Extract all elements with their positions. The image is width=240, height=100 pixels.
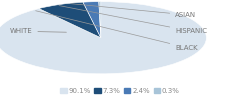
Wedge shape xyxy=(83,2,101,38)
Text: BLACK: BLACK xyxy=(36,11,198,51)
Text: WHITE: WHITE xyxy=(10,28,66,34)
Legend: 90.1%, 7.3%, 2.4%, 0.3%: 90.1%, 7.3%, 2.4%, 0.3% xyxy=(57,85,183,96)
Wedge shape xyxy=(99,2,101,38)
Text: HISPANIC: HISPANIC xyxy=(59,6,207,34)
Wedge shape xyxy=(0,2,206,74)
Wedge shape xyxy=(39,2,101,38)
Text: ASIAN: ASIAN xyxy=(71,4,196,18)
